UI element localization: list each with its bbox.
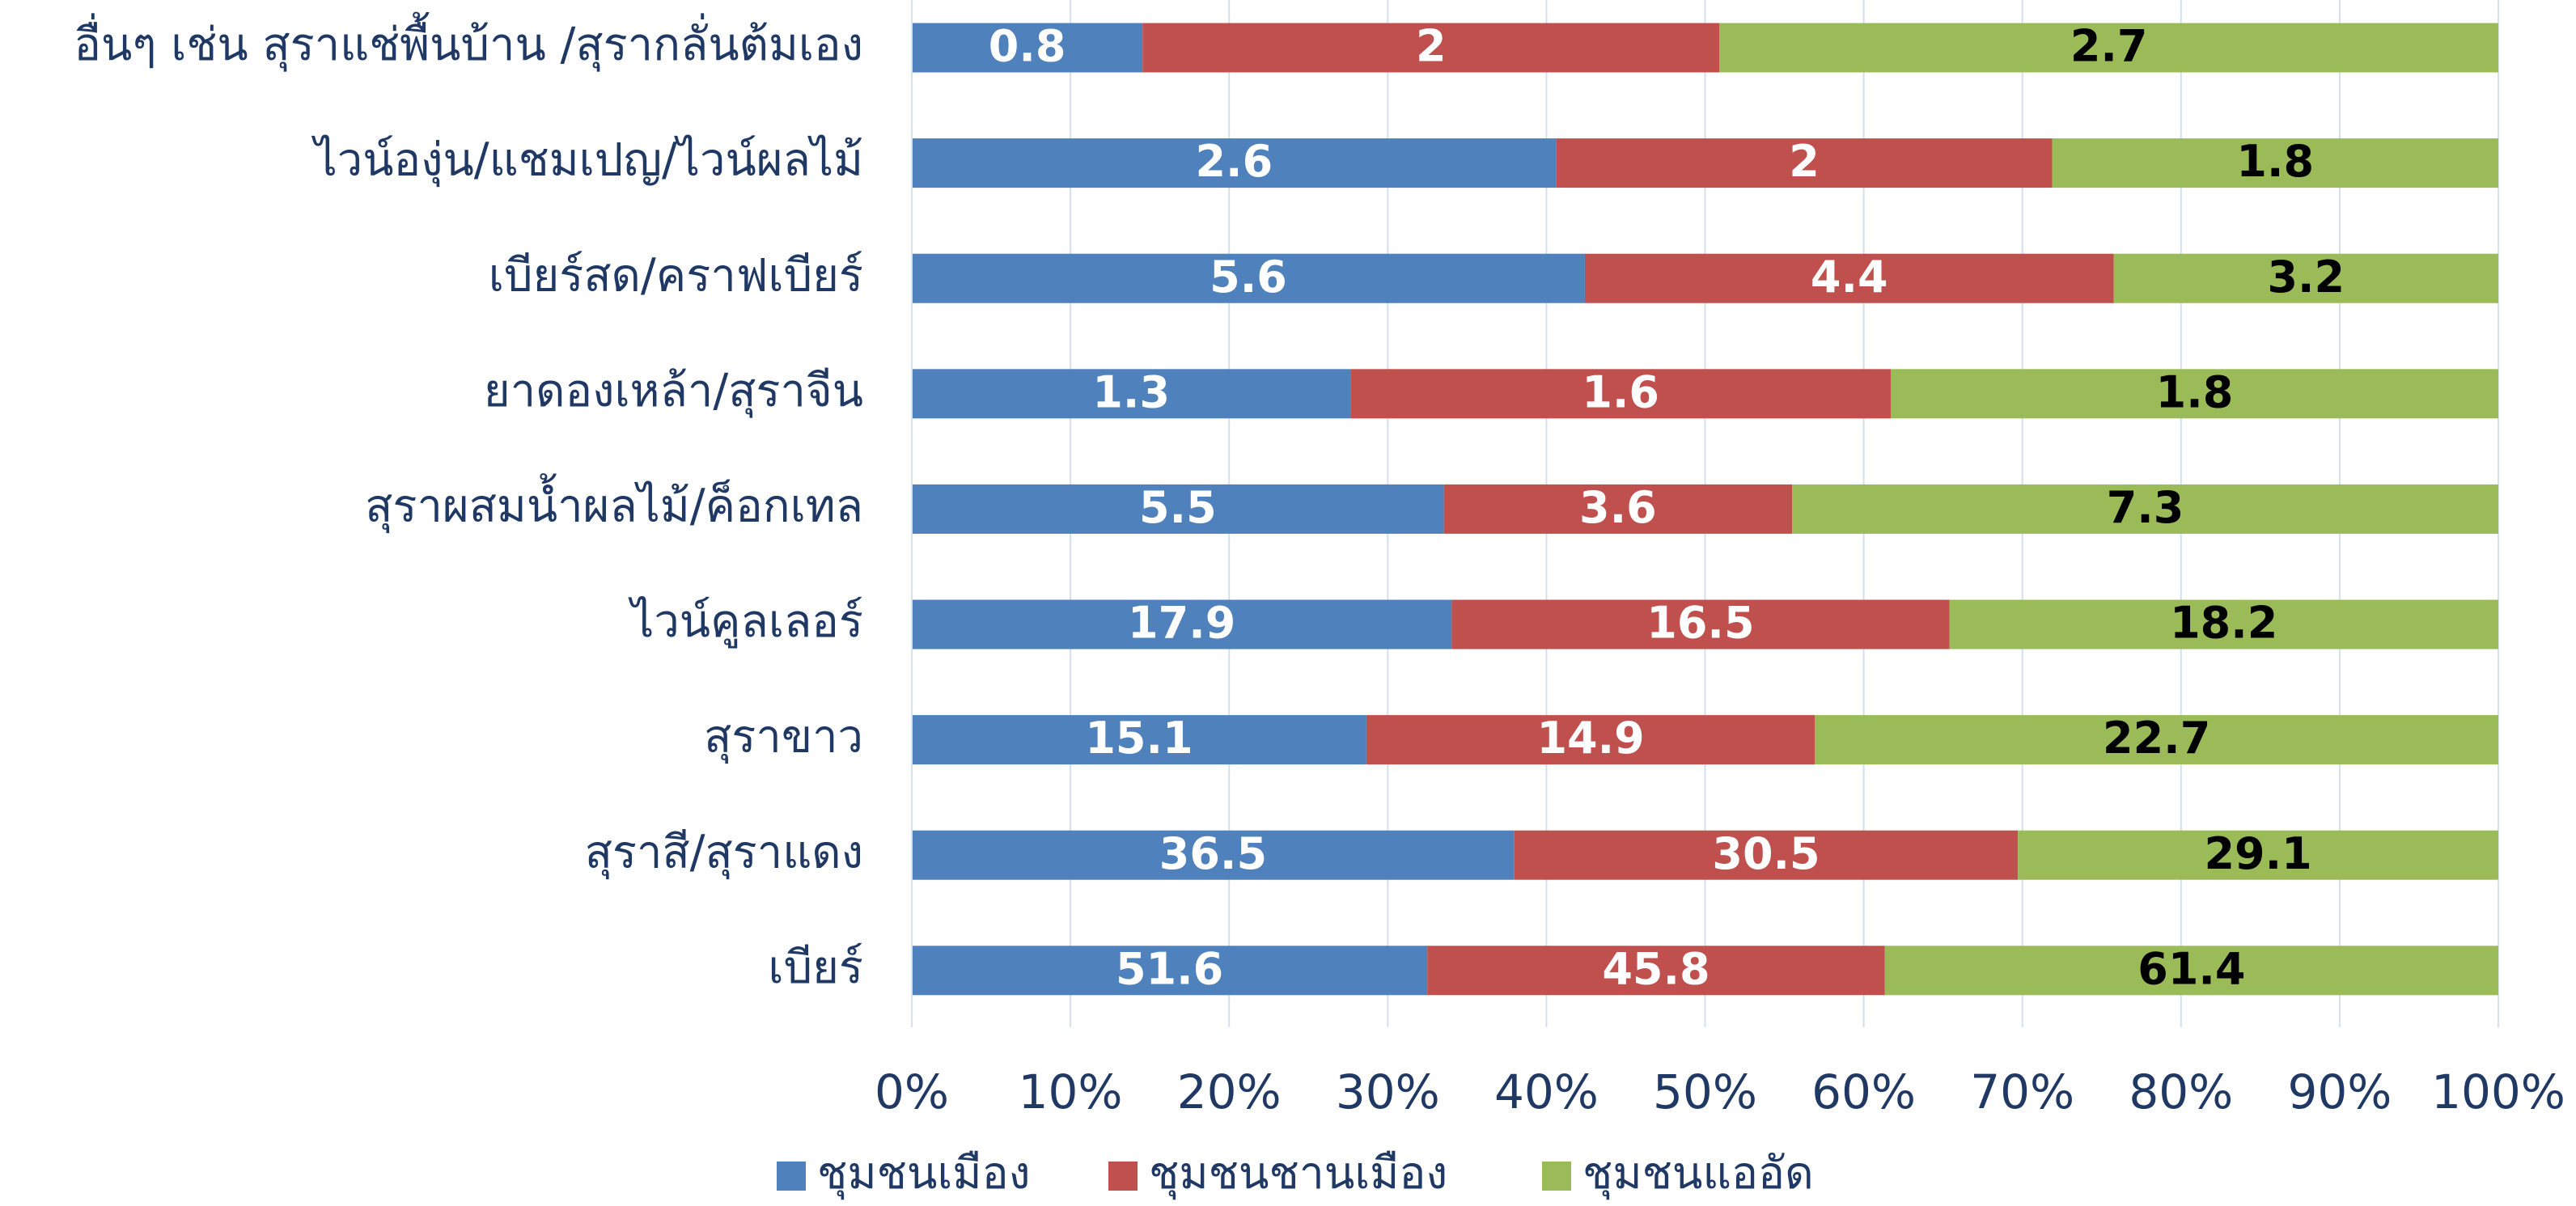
- data-label: 4.4: [1811, 252, 1888, 303]
- bar-segment: [912, 138, 1557, 188]
- category-label: สุราผสมน้ำผลไม้/ค็อกเทล: [365, 474, 863, 534]
- bar-segment: [1890, 369, 2498, 419]
- data-label: 5.6: [1210, 252, 1287, 303]
- bar-segment: [1884, 946, 2498, 996]
- legend-label: ชุมชนชานเมือง: [1149, 1147, 1447, 1200]
- data-label: 18.2: [2170, 598, 2277, 649]
- bar-segment: [1514, 830, 2019, 880]
- bar-segment: [912, 830, 1515, 880]
- data-label: 61.4: [2137, 943, 2245, 994]
- bar-segment: [2052, 138, 2498, 188]
- bar-segment: [1815, 715, 2498, 765]
- bar-segment: [1719, 23, 2498, 73]
- legend-label: ชุมชนเมือง: [817, 1147, 1030, 1200]
- bar-segment: [1556, 138, 2053, 188]
- data-label: 2: [1416, 21, 1447, 72]
- bar-segment: [1366, 715, 1815, 765]
- data-label: 29.1: [2204, 828, 2311, 879]
- data-label: 1.8: [2156, 366, 2234, 417]
- category-label: สุราสี/สุราแดง: [585, 826, 863, 879]
- category-label: เบียร์สด/คราฟเบียร์: [489, 249, 863, 302]
- data-label: 0.8: [989, 21, 1066, 72]
- x-tick-label: 20%: [1177, 1064, 1282, 1119]
- x-tick-label: 100%: [2431, 1064, 2565, 1119]
- data-label: 51.6: [1116, 943, 1223, 994]
- bar-segment: [1792, 484, 2498, 534]
- data-label: 17.9: [1128, 598, 1235, 649]
- data-label: 1.6: [1582, 366, 1659, 417]
- x-tick-label: 40%: [1494, 1064, 1599, 1119]
- x-tick-label: 60%: [1811, 1064, 1916, 1119]
- x-tick-label: 10%: [1019, 1064, 1123, 1119]
- bar-segment: [1451, 599, 1950, 650]
- bar-segment: [1427, 946, 1885, 996]
- bar-segment: [912, 946, 1428, 996]
- bar-segment: [912, 484, 1444, 534]
- legend-label: ชุมชนแออัด: [1582, 1147, 1814, 1200]
- data-label: 2.7: [2070, 21, 2148, 72]
- x-tick-label: 70%: [1970, 1064, 2074, 1119]
- data-label: 7.3: [2107, 482, 2184, 533]
- category-label: อื่นๆ เช่น สุราแช่พื้นบ้าน /สุรากลั่นต้ม…: [74, 12, 863, 72]
- data-label: 36.5: [1159, 828, 1267, 879]
- bar-segment: [1584, 253, 2114, 303]
- bar-segment: [1443, 484, 1793, 534]
- data-label: 2.6: [1195, 136, 1273, 187]
- x-tick-label: 50%: [1653, 1064, 1757, 1119]
- x-tick-label: 30%: [1336, 1064, 1440, 1119]
- category-label: เบียร์: [768, 942, 863, 994]
- data-label: 3.6: [1579, 482, 1657, 533]
- data-label: 5.5: [1139, 482, 1217, 533]
- data-label: 45.8: [1602, 943, 1710, 994]
- bar-segment: [2018, 830, 2498, 880]
- data-label: 2: [1789, 136, 1820, 187]
- category-label: สุราขาว: [704, 711, 863, 764]
- legend-swatch: [777, 1162, 806, 1191]
- data-label: 1.8: [2236, 136, 2314, 187]
- bar-segment: [1949, 599, 2498, 650]
- bar-segment: [912, 599, 1452, 650]
- bar-segment: [912, 369, 1351, 419]
- bar-segment: [912, 23, 1143, 73]
- data-label: 15.1: [1085, 713, 1193, 764]
- data-label: 3.2: [2267, 252, 2345, 303]
- bar-segment: [2113, 253, 2498, 303]
- bar-segment: [912, 715, 1366, 765]
- data-label: 1.3: [1092, 366, 1170, 417]
- category-label: ไวน์องุ่น/แชมเปญ/ไวน์ผลไม้: [311, 134, 863, 188]
- data-label: 16.5: [1646, 598, 1754, 649]
- category-label: ไวน์คูลเลอร์: [628, 595, 863, 649]
- data-label: 14.9: [1536, 713, 1644, 764]
- data-label: 30.5: [1712, 828, 1820, 879]
- category-label: ยาดองเหล้า/สุราจีน: [484, 365, 863, 418]
- legend-swatch: [1108, 1162, 1138, 1191]
- legend-swatch: [1542, 1162, 1571, 1191]
- x-tick-label: 0%: [875, 1064, 949, 1119]
- x-tick-label: 90%: [2287, 1064, 2392, 1119]
- bar-segment: [1350, 369, 1891, 419]
- bar-segment: [912, 253, 1585, 303]
- x-tick-label: 80%: [2129, 1064, 2233, 1119]
- data-label: 22.7: [2103, 713, 2210, 764]
- bar-segment: [1142, 23, 1720, 73]
